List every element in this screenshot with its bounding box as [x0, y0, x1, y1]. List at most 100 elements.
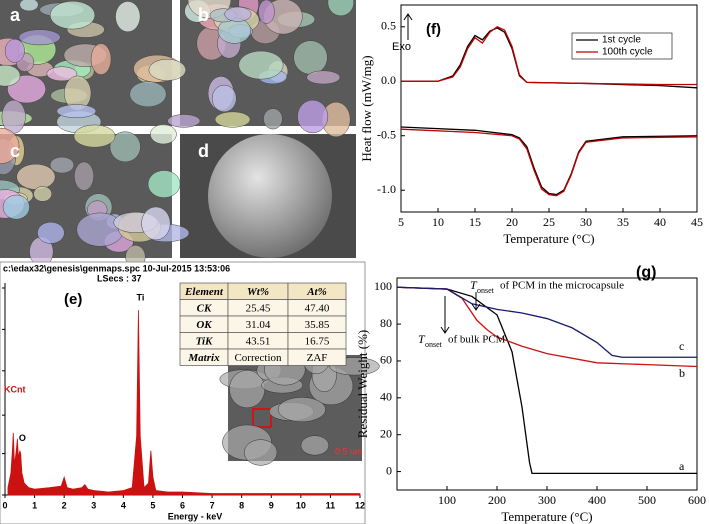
x-tick-label: 12 [355, 500, 365, 510]
particle [297, 99, 329, 134]
particle [141, 206, 171, 241]
particle [49, 156, 75, 174]
live-seconds: LSecs : 37 [97, 273, 142, 283]
series-label: a [679, 459, 685, 473]
annotation-arrow [471, 292, 481, 311]
annotation-symbol: T [418, 332, 426, 346]
x-tick-label: 2 [62, 500, 67, 510]
particle [18, 29, 61, 46]
table-text: 43.51 [246, 335, 271, 347]
particle [148, 58, 186, 81]
x-axis-label: Temperature (°C) [501, 509, 592, 524]
legend-box [571, 32, 673, 60]
particle [150, 124, 177, 145]
y-tick-label: 20 [380, 426, 392, 440]
x-tick-label: 35 [617, 215, 629, 229]
particle [0, 127, 20, 164]
series-line [396, 286, 697, 358]
x-tick-label: 40 [654, 215, 666, 229]
x-tick-label: 11 [326, 500, 336, 510]
particle [306, 70, 341, 85]
particle [224, 6, 252, 22]
annotation-text: of PCM in the microcapsule [500, 280, 624, 292]
annotation-text: of bulk PCM [448, 334, 506, 346]
particle [147, 170, 181, 198]
table-text: 35.85 [305, 319, 330, 331]
annotation-arrow [440, 296, 450, 334]
table-text: Element [184, 286, 224, 298]
spectrum-area [7, 310, 361, 496]
y-tick-label: 80 [380, 316, 392, 330]
particle [243, 439, 278, 466]
y-tick-label: 60 [380, 353, 392, 367]
particle [263, 108, 283, 130]
x-tick-label: 5 [398, 215, 404, 229]
x-axis-label: Energy - keV [168, 511, 223, 521]
annotation-subscript: onset [425, 340, 443, 349]
y-tick-label: -1.0 [377, 182, 396, 196]
peak-label: Ti [136, 293, 144, 303]
annotation-subscript: onset [477, 286, 495, 295]
x-tick-label: 6 [180, 500, 185, 510]
legend-label: 1st cycle [602, 35, 641, 46]
sem-images [0, 0, 356, 269]
particle [19, 0, 39, 12]
particle [73, 124, 116, 148]
x-tick-label: 8 [239, 500, 244, 510]
y-axis-label: Residual Weight (%) [355, 330, 370, 438]
particle [33, 186, 52, 202]
plot-frame [396, 277, 698, 491]
table-text: CK [197, 302, 212, 314]
particle [90, 43, 112, 75]
table-text: Wt% [247, 286, 269, 298]
series-label: c [679, 339, 684, 353]
particle [277, 397, 326, 423]
y-tick-label: -0.5 [377, 127, 396, 141]
y-tick-label: 0.0 [381, 73, 396, 87]
chart: 01234567891011120.00.30.50.81.11.4Energy… [2, 263, 365, 521]
annotation: Exo [392, 41, 411, 53]
table-text: Correction [234, 352, 282, 364]
panel-label: (g) [636, 264, 656, 281]
particle [167, 114, 201, 128]
particle [4, 38, 25, 63]
table-cell [287, 348, 347, 366]
x-tick-label: 10 [296, 500, 306, 510]
microsphere [208, 134, 332, 258]
particle [293, 40, 328, 75]
x-tick-label: 20 [506, 215, 518, 229]
x-tick-label: 400 [588, 493, 606, 507]
x-tick-label: 1 [32, 500, 37, 510]
x-tick-label: 500 [638, 493, 656, 507]
x-tick-label: 45 [691, 215, 703, 229]
table-text: 47.40 [305, 302, 330, 314]
legend-label: 100th cycle [602, 47, 653, 58]
particle [46, 66, 78, 82]
y-tick-label: 0 [386, 463, 392, 477]
x-tick-label: 600 [688, 493, 706, 507]
chart: 5 10 15 20 25 30 35 40 45 0.5 0.0 -0.5 -1.0 Temperatu… [359, 4, 703, 246]
x-tick-label: 7 [210, 500, 215, 510]
particle [109, 131, 141, 163]
inset-region [252, 408, 272, 428]
image-label: a [10, 5, 21, 25]
particle [258, 0, 275, 24]
chart: 100 200 300 400 500 600 0 20 40 60 80 100 Temperatur… [355, 264, 706, 524]
series-line [400, 26, 698, 197]
table-text: TiK [196, 335, 213, 347]
x-axis-label: Temperature (°C) [503, 231, 594, 246]
x-tick-label: 3 [91, 500, 96, 510]
particle [115, 1, 141, 33]
x-tick-label: 200 [488, 493, 506, 507]
scale-label: 0.5 um [335, 446, 363, 456]
particle [0, 64, 21, 87]
particle [300, 435, 329, 456]
particle [37, 221, 65, 244]
table-text: Matrix [187, 352, 220, 364]
particle [74, 161, 94, 191]
x-tick-label: 30 [580, 215, 592, 229]
image-label: b [198, 5, 209, 25]
particle [214, 111, 251, 128]
particle [56, 104, 97, 119]
